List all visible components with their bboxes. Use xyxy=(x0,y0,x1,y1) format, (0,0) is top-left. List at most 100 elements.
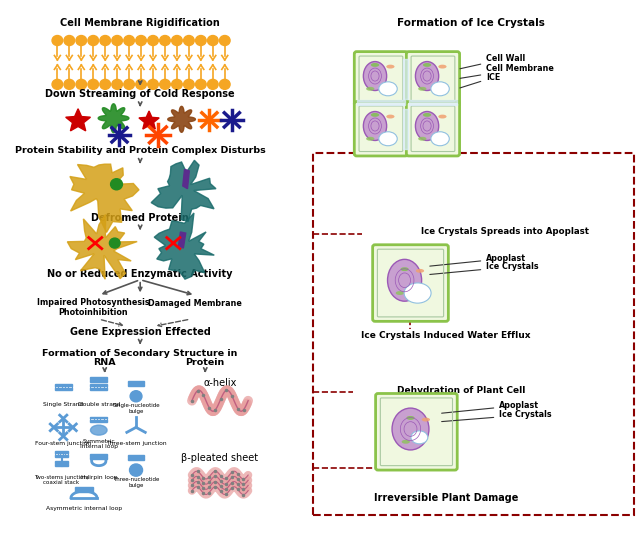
Bar xyxy=(90,381,107,382)
FancyBboxPatch shape xyxy=(355,102,408,156)
Ellipse shape xyxy=(418,87,426,90)
Bar xyxy=(356,100,405,105)
Text: Four-stem junction: Four-stem junction xyxy=(35,441,92,447)
FancyBboxPatch shape xyxy=(376,393,457,470)
Text: Cell Membrane Rigidification: Cell Membrane Rigidification xyxy=(60,18,220,28)
Polygon shape xyxy=(67,214,137,279)
Polygon shape xyxy=(154,213,214,279)
Circle shape xyxy=(112,36,122,46)
Bar xyxy=(74,487,93,489)
Text: Apoplast: Apoplast xyxy=(442,401,540,413)
Circle shape xyxy=(76,36,86,46)
Polygon shape xyxy=(179,232,186,248)
Text: α-helix: α-helix xyxy=(204,378,237,388)
Circle shape xyxy=(172,79,182,89)
Circle shape xyxy=(148,79,158,89)
Bar xyxy=(314,153,634,515)
Circle shape xyxy=(52,79,63,89)
Ellipse shape xyxy=(404,283,431,303)
Text: β-pleated sheet: β-pleated sheet xyxy=(182,453,259,463)
Ellipse shape xyxy=(416,269,424,273)
Ellipse shape xyxy=(415,62,438,90)
Circle shape xyxy=(220,36,230,46)
FancyBboxPatch shape xyxy=(406,52,460,106)
Bar xyxy=(90,457,107,459)
Text: Gene Expression Effected: Gene Expression Effected xyxy=(70,327,211,337)
Text: Asymmetric internal loop: Asymmetric internal loop xyxy=(46,506,122,512)
Ellipse shape xyxy=(431,82,449,96)
Text: Double strand: Double strand xyxy=(77,401,120,407)
Circle shape xyxy=(184,36,194,46)
Text: Impaired Photosynthesis
Photoinhibition: Impaired Photosynthesis Photoinhibition xyxy=(36,298,149,317)
Ellipse shape xyxy=(411,431,428,444)
Text: Cell Wall: Cell Wall xyxy=(460,54,525,69)
Polygon shape xyxy=(70,164,139,233)
Bar xyxy=(74,491,93,492)
Circle shape xyxy=(88,79,99,89)
Bar xyxy=(128,384,144,386)
Bar xyxy=(55,384,72,386)
Circle shape xyxy=(88,36,99,46)
Ellipse shape xyxy=(423,113,431,117)
Circle shape xyxy=(100,79,111,89)
Polygon shape xyxy=(139,111,159,129)
Polygon shape xyxy=(183,169,189,189)
Ellipse shape xyxy=(438,114,447,118)
Text: RNA: RNA xyxy=(93,358,116,367)
Bar xyxy=(128,455,144,457)
Text: Single-nucleotide
bulge: Single-nucleotide bulge xyxy=(112,403,160,414)
Circle shape xyxy=(207,79,218,89)
Circle shape xyxy=(136,79,147,89)
Bar xyxy=(128,381,144,383)
Circle shape xyxy=(148,36,158,46)
Circle shape xyxy=(76,79,86,89)
Ellipse shape xyxy=(415,112,438,140)
Ellipse shape xyxy=(364,62,387,90)
Text: Down Streaming of Cold Response: Down Streaming of Cold Response xyxy=(45,89,235,99)
Ellipse shape xyxy=(379,82,397,96)
Text: Cell Membrane: Cell Membrane xyxy=(460,64,554,78)
Ellipse shape xyxy=(438,65,447,69)
Circle shape xyxy=(111,179,122,190)
FancyBboxPatch shape xyxy=(406,102,460,156)
Circle shape xyxy=(196,36,206,46)
Ellipse shape xyxy=(90,425,107,435)
Ellipse shape xyxy=(387,114,394,118)
Circle shape xyxy=(64,79,75,89)
Bar xyxy=(90,384,107,386)
Circle shape xyxy=(109,238,120,248)
Text: Hairpin loop: Hairpin loop xyxy=(81,475,117,481)
Circle shape xyxy=(112,79,122,89)
Bar xyxy=(55,452,68,453)
Text: Three-nucleotide
bulge: Three-nucleotide bulge xyxy=(113,477,159,488)
Polygon shape xyxy=(168,107,195,132)
Text: Ice Crystals: Ice Crystals xyxy=(442,410,552,422)
Text: Protein Stability and Protein Complex Disturbs: Protein Stability and Protein Complex Di… xyxy=(15,147,266,155)
Polygon shape xyxy=(151,160,216,221)
Ellipse shape xyxy=(396,291,404,295)
Text: No or Reduced Enzymatic Activity: No or Reduced Enzymatic Activity xyxy=(47,269,233,279)
Text: ICE: ICE xyxy=(460,73,500,88)
Bar xyxy=(403,109,408,149)
Circle shape xyxy=(196,79,206,89)
Ellipse shape xyxy=(366,137,374,141)
Text: Formation of Ice Crystals: Formation of Ice Crystals xyxy=(397,18,545,28)
Ellipse shape xyxy=(423,63,431,67)
Text: Two-stems junction/
coaxial stack: Two-stems junction/ coaxial stack xyxy=(34,475,89,486)
Ellipse shape xyxy=(371,63,379,67)
Text: Irreversible Plant Damage: Irreversible Plant Damage xyxy=(374,493,518,503)
Ellipse shape xyxy=(379,132,397,146)
Ellipse shape xyxy=(402,440,410,444)
Circle shape xyxy=(129,464,143,476)
Circle shape xyxy=(172,36,182,46)
Circle shape xyxy=(100,36,111,46)
Ellipse shape xyxy=(401,268,409,271)
FancyBboxPatch shape xyxy=(355,52,408,106)
Polygon shape xyxy=(98,104,129,133)
Circle shape xyxy=(64,36,75,46)
Bar xyxy=(409,100,457,105)
Bar xyxy=(55,455,68,457)
Text: Symmetric
internal loop: Symmetric internal loop xyxy=(80,438,118,450)
Ellipse shape xyxy=(392,408,429,450)
Ellipse shape xyxy=(422,418,430,422)
